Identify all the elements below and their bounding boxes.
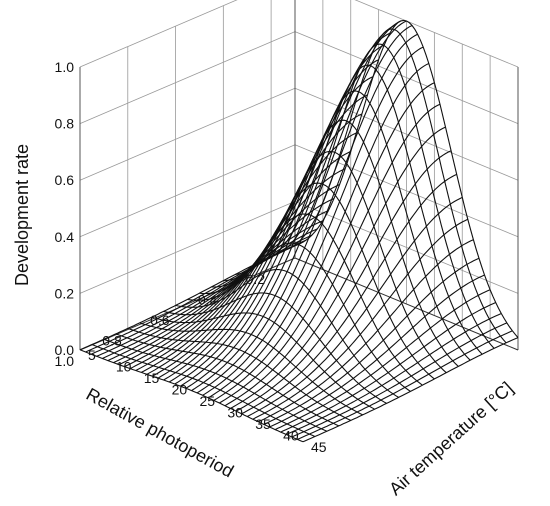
surface-line-temperature <box>141 132 357 373</box>
surface-line-photoperiod <box>103 338 328 432</box>
y-tick-label: 1.0 <box>55 353 75 369</box>
z-tick-label: 0.0 <box>55 342 75 358</box>
x-tick-label: 5 <box>88 347 96 363</box>
y-tick-label: 0.2 <box>246 271 266 287</box>
surface-line-photoperiod <box>223 150 447 374</box>
surface-line-photoperiod <box>127 327 352 421</box>
surface-line-photoperiod <box>235 119 459 367</box>
surface-line-temperature <box>129 168 346 370</box>
x-tick-label: 10 <box>116 359 132 375</box>
z-tick-label: 0.2 <box>55 285 75 301</box>
surface-line-photoperiod <box>115 333 340 427</box>
x-tick-label: 25 <box>200 393 216 409</box>
y-tick-label: 0.6 <box>150 312 170 328</box>
x-tick-label: 20 <box>172 382 188 398</box>
x-tick-label: 15 <box>144 370 160 386</box>
surface-line-photoperiod <box>163 292 387 404</box>
surface-line-photoperiod <box>187 242 411 392</box>
x-tick-label: 40 <box>283 428 299 444</box>
surface-line-photoperiod <box>151 312 375 410</box>
chart-walls <box>79 0 519 351</box>
z-axis-title: Development rate <box>12 144 32 286</box>
floor-edge <box>79 257 296 351</box>
surface-line-photoperiod <box>259 64 483 355</box>
surface-line-photoperiod <box>91 343 316 438</box>
surface-line-photoperiod <box>282 28 507 344</box>
x-axis-title: Air temperature [°C] <box>385 378 517 499</box>
gridline-left-wall <box>79 87 296 181</box>
axis-ticks: 0.0 0.2 0.4 0.6 0.8 1.0 0.2 0.4 0.6 0.8 1.0 5 10 15 20… <box>55 59 327 455</box>
y-tick-label: 0.4 <box>198 292 218 308</box>
surface-line-photoperiod <box>270 43 495 349</box>
gridline-left-wall <box>79 31 296 124</box>
z-tick-label: 1.0 <box>55 59 75 75</box>
z-tick-label: 0.8 <box>55 116 75 132</box>
y-tick-label: 0.8 <box>102 333 122 349</box>
x-tick-label: 45 <box>311 439 327 455</box>
surface-line-photoperiod <box>175 269 399 398</box>
x-tick-label: 30 <box>227 405 243 421</box>
z-tick-label: 0.6 <box>55 172 75 188</box>
surface-line-photoperiod <box>199 213 423 386</box>
surface-line-photoperiod <box>294 19 519 338</box>
surface-line-photoperiod <box>79 349 304 443</box>
surface-line-photoperiod <box>139 322 363 416</box>
surface-mesh <box>79 19 519 443</box>
gridline-left-wall <box>79 0 238 68</box>
z-tick-label: 0.4 <box>55 229 75 245</box>
surface-line-photoperiod <box>247 90 471 361</box>
gridline-left-wall <box>79 201 296 294</box>
x-tick-label: 35 <box>255 416 271 432</box>
gridline-left-wall <box>79 144 296 238</box>
